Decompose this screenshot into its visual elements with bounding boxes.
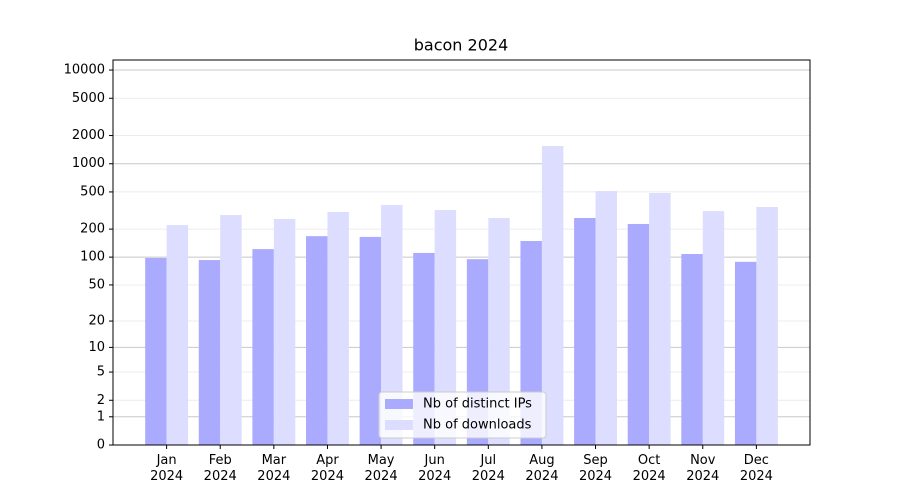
x-tick-label: Apr 2024: [310, 453, 344, 484]
y-tick-label: 1: [97, 409, 105, 424]
x-tick-label: Nov 2024: [686, 453, 720, 484]
bar: [327, 211, 349, 445]
bar: [359, 236, 382, 445]
legend-swatch: [385, 420, 413, 430]
y-tick-label: 20: [88, 314, 105, 329]
bar: [595, 191, 617, 445]
legend: Nb of distinct IPs Nb of downloads: [378, 391, 547, 439]
x-tick-label: Oct 2024: [632, 453, 666, 484]
bar: [198, 260, 221, 445]
bar: [649, 192, 671, 445]
bar: [702, 211, 725, 445]
plot-frame: [112, 59, 811, 446]
y-tick-label: 500: [80, 184, 105, 199]
bar: [681, 254, 703, 445]
y-tick-label: 5000: [72, 91, 105, 106]
x-tick-label: Feb 2024: [203, 453, 237, 484]
bar: [541, 146, 564, 445]
bar: [434, 210, 457, 445]
x-tick-label: Aug 2024: [525, 453, 559, 484]
bar: [252, 249, 274, 445]
bar: [574, 218, 596, 445]
bar: [734, 261, 757, 445]
bar: [166, 225, 189, 445]
y-tick-label: 200: [80, 222, 105, 237]
bar: [381, 205, 403, 445]
bar: [488, 218, 510, 445]
y-tick-label: 50: [88, 277, 105, 292]
bar: [145, 257, 167, 445]
legend-label: Nb of distinct IPs: [423, 397, 532, 412]
legend-swatch: [385, 399, 413, 409]
y-tick-label: 10: [88, 340, 105, 355]
x-tick-label: Mar 2024: [257, 453, 291, 484]
bar: [273, 218, 296, 445]
y-tick-label: 2000: [72, 128, 105, 143]
y-tick-label: 10000: [64, 63, 105, 78]
y-tick-label: 100: [80, 250, 105, 265]
bar: [220, 215, 242, 445]
y-tick-label: 2: [97, 393, 105, 408]
bar: [756, 206, 778, 445]
x-tick-label: Dec 2024: [739, 453, 773, 484]
y-tick-label: 0: [97, 438, 105, 453]
legend-label: Nb of downloads: [423, 418, 532, 433]
bar: [627, 223, 650, 445]
x-tick-label: Jan 2024: [150, 453, 184, 484]
x-tick-label: May 2024: [364, 453, 398, 484]
y-tick-label: 5: [97, 365, 105, 380]
chart-title: bacon 2024: [414, 36, 509, 55]
x-tick-label: Jul 2024: [471, 453, 505, 484]
legend-box: [378, 391, 547, 439]
y-tick-label: 1000: [72, 156, 105, 171]
x-tick-label: Sep 2024: [578, 453, 613, 484]
x-tick-label: Jun 2024: [418, 453, 452, 484]
bar: [306, 236, 328, 445]
